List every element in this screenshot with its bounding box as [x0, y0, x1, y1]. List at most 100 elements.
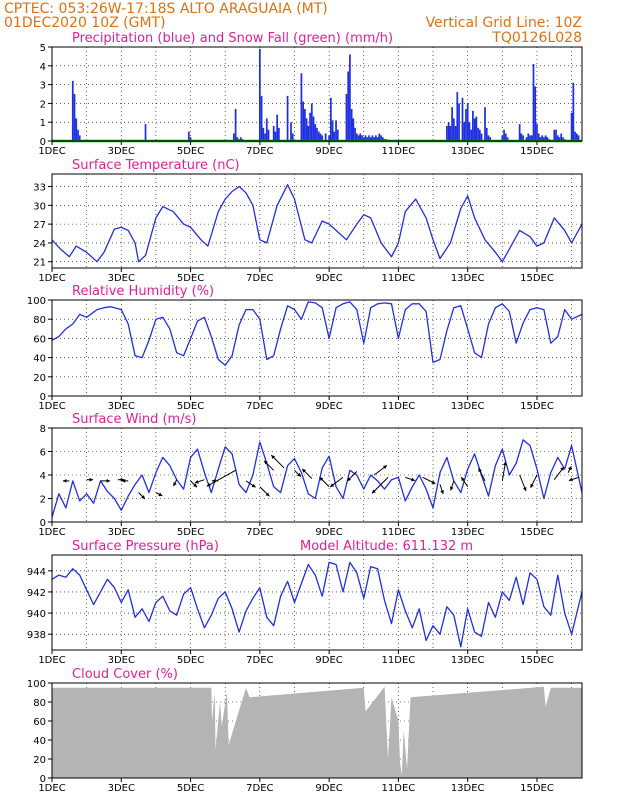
precip-bar: [534, 86, 537, 141]
panel-0: 0 1 2 3 4 5 1DEC 3DEC 5DEC 7DEC 9DEC 11DEC 13DEC 15DE…: [38, 31, 583, 157]
y-tick-label: 20: [33, 373, 46, 384]
y-tick-label: 938: [27, 630, 46, 641]
precip-bar: [262, 127, 265, 141]
precip-bar: [361, 135, 363, 141]
precip-bar: [312, 116, 315, 141]
precip-bar: [522, 135, 524, 141]
precip-bar: [527, 133, 530, 141]
precip-bar: [265, 118, 268, 141]
cloud-cover-area: [52, 686, 582, 778]
wind-arrow-head: [193, 483, 197, 488]
precip-bar: [560, 133, 563, 141]
precip-bar: [286, 95, 289, 141]
precip-bar: [465, 109, 467, 141]
panel-frame: [51, 46, 583, 142]
panel-2: 0 20 40 60 80 100 1DEC 3DEC 5DEC 7DEC 9DEC 11DEC 13D…: [27, 284, 583, 412]
x-tick-label: 5DEC: [177, 146, 204, 157]
wind-arrow-head: [121, 478, 126, 483]
y-tick-label: 942: [27, 588, 46, 599]
x-tick-label: 15DEC: [520, 273, 554, 284]
panel-title: Precipitation (blue) and Snow Fall (gree…: [72, 31, 393, 46]
y-tick-label: 60: [33, 717, 46, 728]
y-tick-label: 6: [40, 448, 46, 459]
precip-bar: [324, 133, 327, 141]
x-tick-label: 11DEC: [382, 783, 416, 794]
panel-title: Surface Wind (m/s): [72, 412, 196, 427]
precip-bar: [236, 137, 239, 141]
precip-bar: [78, 135, 81, 141]
series-line: [51, 184, 583, 263]
y-tick-label: 3: [40, 81, 46, 92]
y-tick-label: 30: [33, 201, 46, 212]
precip-bar: [539, 137, 542, 141]
panel-5: 0 20 40 60 80 100 1DEC 3DEC 5DEC 7DEC 9DEC 11DEC 13D…: [27, 667, 583, 794]
precip-bar: [305, 118, 308, 141]
x-tick-label: 3DEC: [108, 273, 135, 284]
precip-bar: [378, 133, 381, 141]
precip-bar: [232, 133, 235, 141]
wind-arrow: [371, 476, 389, 494]
panel-title: Surface Temperature (nC): [72, 158, 240, 173]
x-tick-label: 15DEC: [520, 655, 554, 666]
wind-arrow-head: [120, 477, 125, 482]
precip-bar: [518, 124, 521, 141]
precip-bar: [470, 129, 473, 141]
precip-bar: [456, 92, 459, 141]
panel-title: Cloud Cover (%): [72, 667, 178, 682]
precip-bar: [309, 112, 311, 141]
precip-bar: [234, 109, 237, 141]
precip-bar: [304, 109, 306, 141]
precip-bar: [546, 137, 549, 141]
x-tick-label: 15DEC: [520, 783, 554, 794]
y-tick-label: 33: [33, 183, 46, 194]
wind-arrow-head: [264, 460, 268, 465]
x-tick-label: 13DEC: [451, 401, 485, 412]
precip-bar: [501, 135, 504, 141]
x-tick-label: 15DEC: [520, 527, 554, 538]
precip-bar: [468, 122, 471, 141]
wind-arrow-head: [62, 478, 67, 483]
x-tick-label: 3DEC: [108, 527, 135, 538]
x-tick-label: 3DEC: [108, 655, 135, 666]
precip-bar: [321, 135, 324, 141]
precip-bar: [335, 120, 337, 141]
precip-bar: [345, 94, 348, 141]
precip-bar: [449, 125, 452, 141]
precip-bar: [258, 48, 261, 141]
precip-bar: [189, 137, 192, 141]
panel-frame: [51, 299, 583, 397]
y-tick-label: 0: [40, 137, 46, 148]
precip-bar: [336, 129, 339, 141]
x-tick-label: 15DEC: [520, 146, 554, 157]
x-tick-label: 3DEC: [108, 146, 135, 157]
y-tick-label: 0: [40, 392, 46, 403]
precip-bar: [487, 135, 490, 141]
wind-arrow-head: [347, 477, 352, 482]
x-tick-label: 15DEC: [520, 401, 554, 412]
precip-bar: [504, 133, 507, 141]
precip-bar: [556, 135, 559, 141]
precip-bar: [574, 131, 576, 141]
precip-bar: [331, 120, 334, 141]
series-line: [51, 301, 583, 366]
series-line: [51, 561, 583, 648]
precip-bar: [291, 133, 294, 141]
wind-arrow-head: [206, 482, 211, 487]
precip-bar: [537, 133, 540, 141]
precip-bar: [558, 137, 561, 141]
y-tick-label: 60: [33, 334, 46, 345]
y-tick-label: 940: [27, 609, 46, 620]
wind-arrow-head: [319, 477, 324, 481]
y-tick-label: 4: [40, 471, 46, 482]
wind-arrow-head: [106, 478, 111, 483]
precip-bar: [187, 131, 190, 141]
wind-arrow-head: [568, 466, 572, 471]
x-tick-label: 9DEC: [315, 146, 342, 157]
precip-bar: [371, 135, 374, 141]
precip-bar: [364, 135, 367, 141]
wind-arrow-head: [302, 468, 307, 473]
wind-arrow-head: [173, 482, 177, 487]
x-tick-label: 7DEC: [246, 527, 273, 538]
y-tick-label: 27: [33, 220, 46, 231]
precip-bar: [451, 107, 453, 141]
